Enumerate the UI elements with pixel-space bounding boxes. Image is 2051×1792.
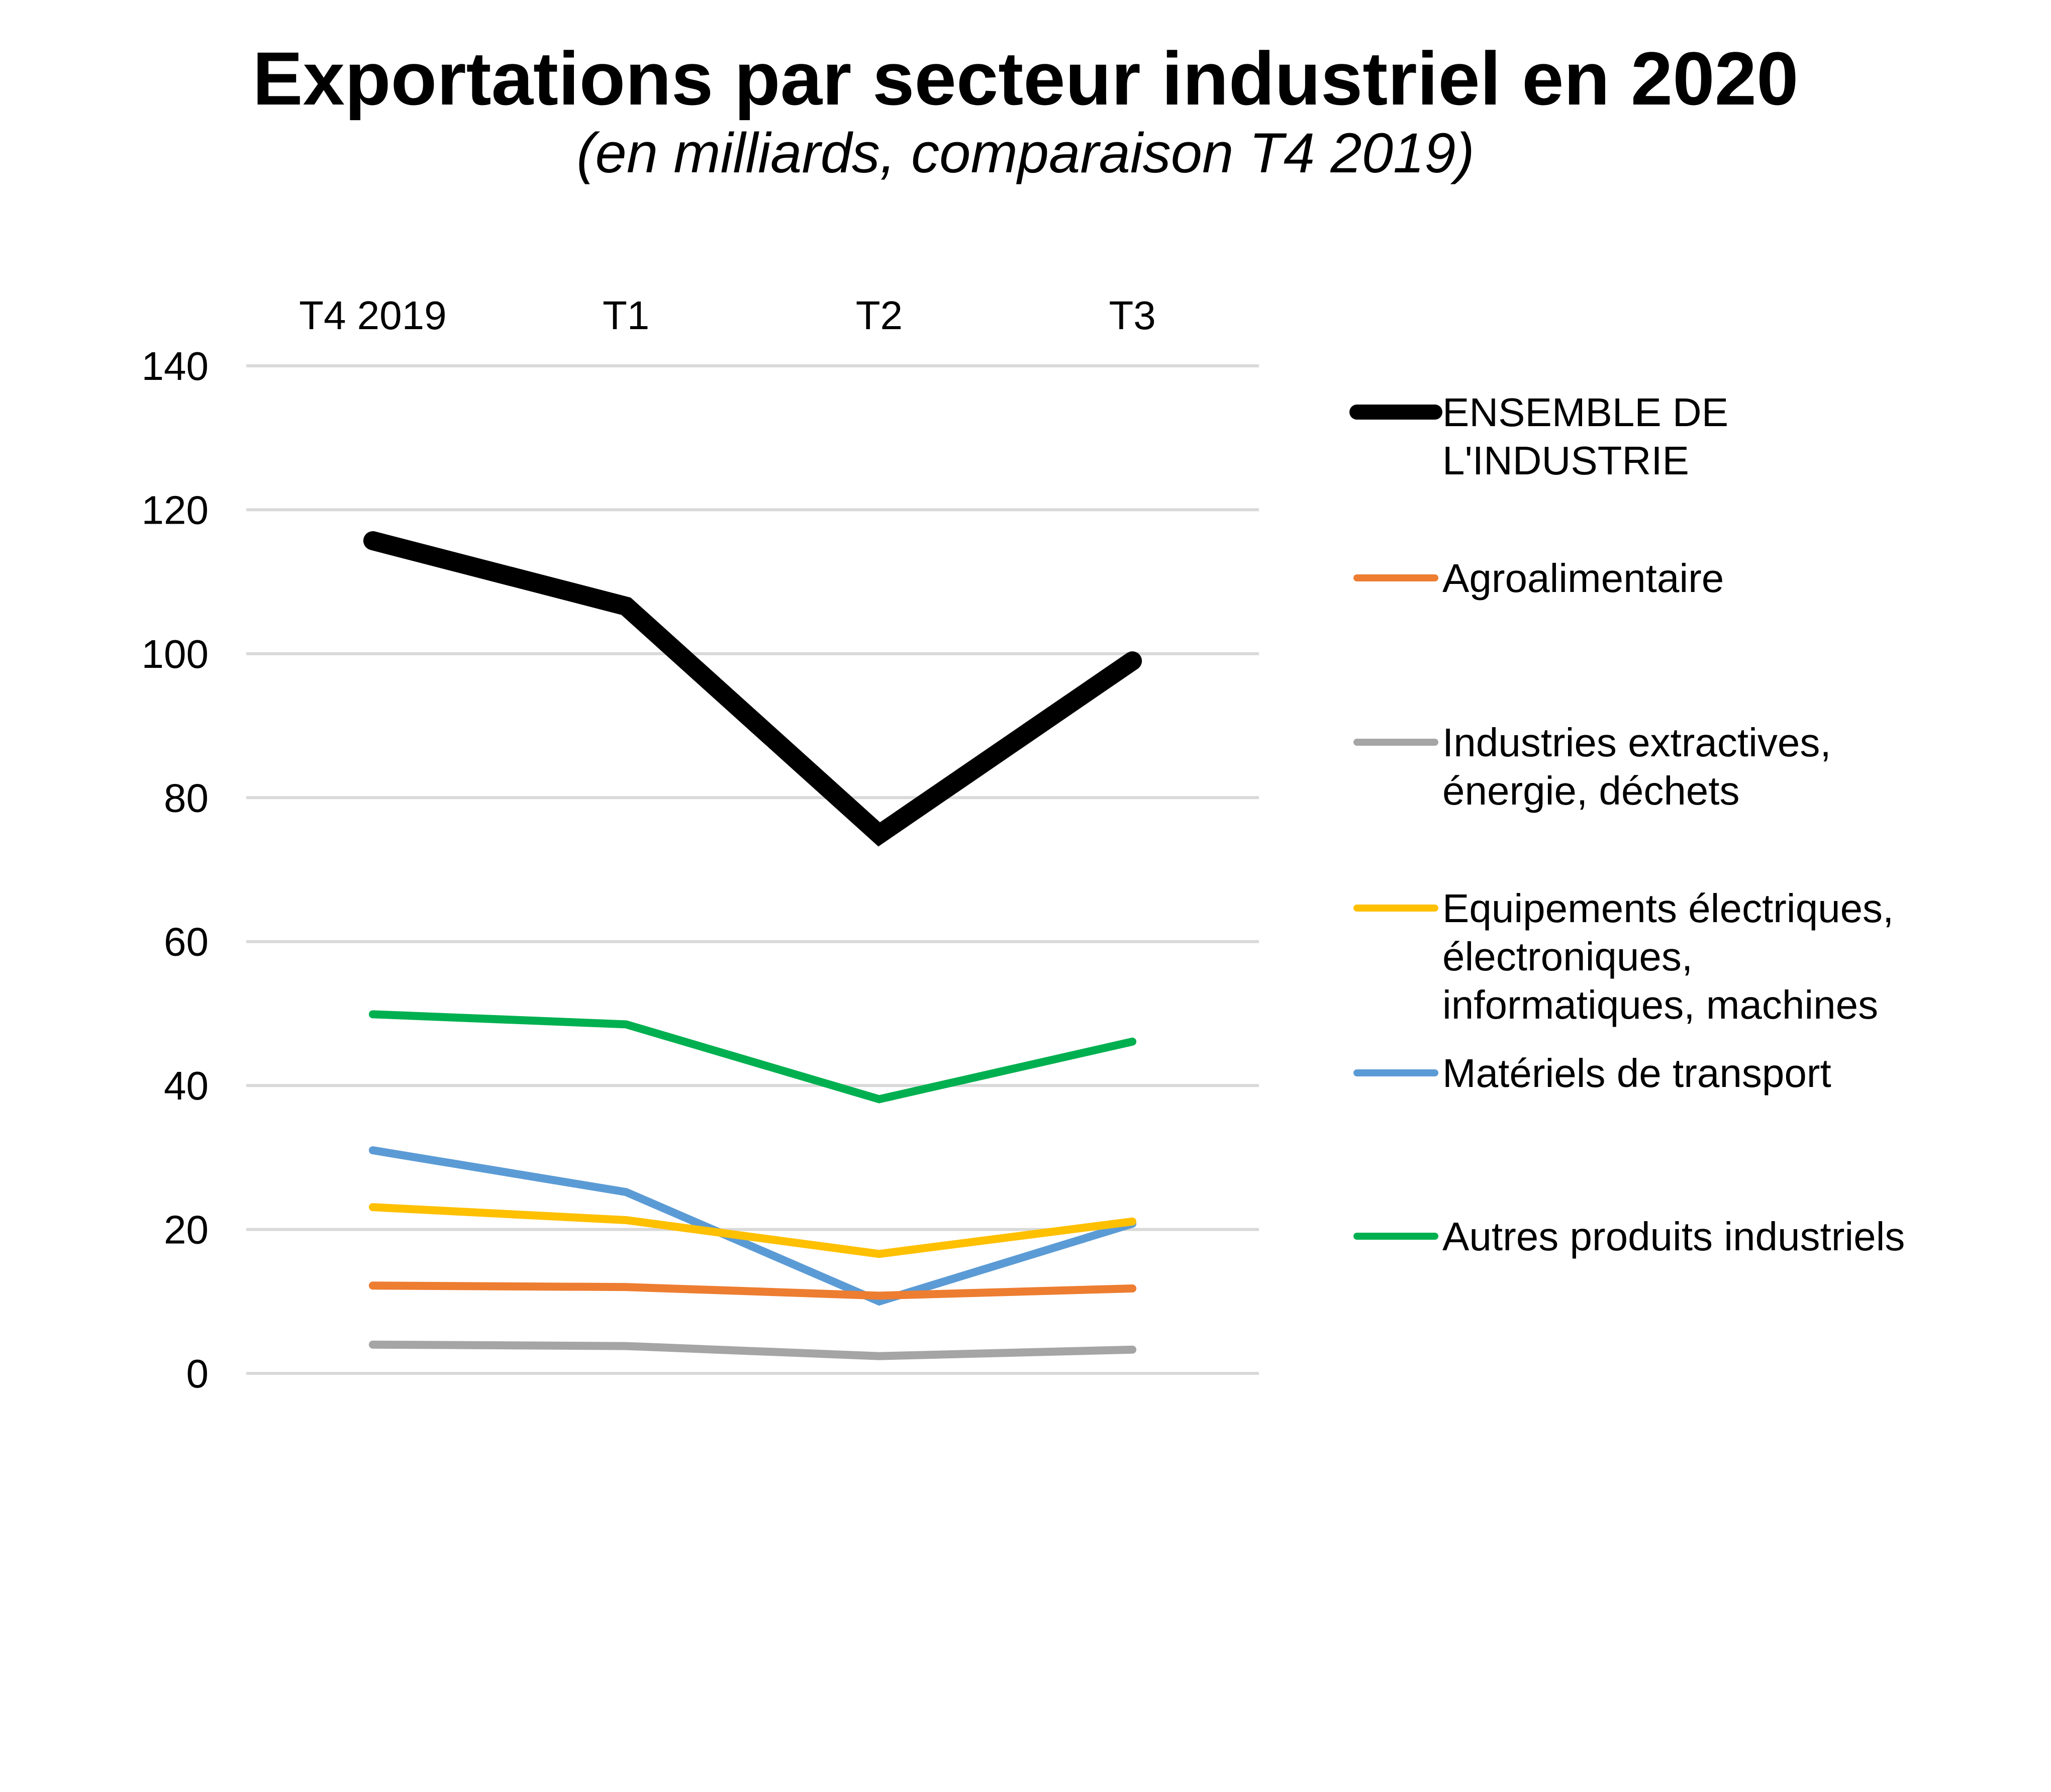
legend-label: électroniques, <box>1442 934 1693 979</box>
series-line <box>368 1340 1137 1360</box>
legend-label: Agroalimentaire <box>1442 556 1724 601</box>
legend-label: ENSEMBLE DE <box>1442 390 1728 435</box>
chart-subtitle: (en milliards, comparaison T4 2019) <box>576 122 1475 184</box>
y-tick-label: 0 <box>186 1351 209 1396</box>
y-tick-label: 80 <box>164 775 209 820</box>
series-lines <box>363 531 1142 1360</box>
y-tick-label: 60 <box>164 920 209 964</box>
series-line <box>368 1203 1137 1258</box>
y-tick-label: 20 <box>164 1208 209 1252</box>
series-line <box>368 1146 1137 1306</box>
x-tick-label: T3 <box>1109 293 1155 338</box>
legend: ENSEMBLE DEL'INDUSTRIE Agroalimentaire Ind… <box>1349 390 1905 1259</box>
legend-item: Autres produits industriels <box>1353 1214 1905 1259</box>
series-line <box>368 1281 1137 1300</box>
legend-item: Industries extractives,énergie, déchets <box>1353 720 1831 813</box>
legend-item: ENSEMBLE DEL'INDUSTRIE <box>1349 390 1728 483</box>
x-tick-label: T4 2019 <box>299 293 447 338</box>
y-tick-label: 120 <box>142 487 209 532</box>
legend-label: Equipements électriques, <box>1442 886 1894 931</box>
chart-title: Exportations par secteur industriel en 2… <box>252 36 1799 121</box>
legend-item: Agroalimentaire <box>1353 556 1724 601</box>
legend-label: L'INDUSTRIE <box>1442 438 1689 483</box>
legend-label: Autres produits industriels <box>1442 1214 1905 1259</box>
y-tick-label: 100 <box>142 632 209 676</box>
y-tick-label: 140 <box>142 344 209 388</box>
legend-label: informatiques, machines <box>1442 982 1878 1027</box>
series-line <box>363 531 1142 847</box>
x-tick-label: T2 <box>856 293 903 338</box>
x-tick-label: T1 <box>603 293 649 338</box>
legend-label: énergie, déchets <box>1442 768 1740 813</box>
series-line <box>368 1010 1137 1104</box>
y-axis-ticks: 0 20 40 60 80 100 120 140 <box>142 344 209 1396</box>
legend-item: Equipements électriques,électroniques,in… <box>1353 886 1894 1027</box>
legend-label: Industries extractives, <box>1442 720 1831 765</box>
x-axis-ticks: T4 2019 T1 T2 T3 <box>299 293 1156 338</box>
legend-label: Matériels de transport <box>1442 1051 1831 1096</box>
legend-item: Matériels de transport <box>1353 1051 1831 1096</box>
gridlines <box>246 364 1259 1375</box>
y-tick-label: 40 <box>164 1063 209 1108</box>
